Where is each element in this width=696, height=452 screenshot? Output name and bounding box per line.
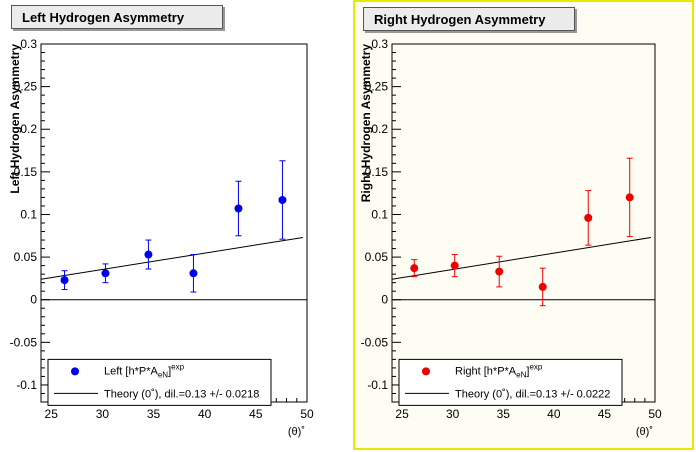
- y-tick-label: -0.1: [16, 378, 37, 392]
- right-chart: 25 30 35 40 45 50 -0.1 -0.05 0 0.05 0.1 0.15 0.2 0.25…: [359, 37, 662, 438]
- data-point: [410, 264, 419, 273]
- y-tick-label: 0.2: [371, 122, 388, 136]
- y-tick-label: -0.05: [10, 335, 38, 349]
- x-tick-label: 35: [147, 407, 161, 421]
- x-axis-label: (θ)˚: [636, 426, 653, 438]
- y-tick-label: 0.3: [371, 37, 388, 51]
- y-tick-label: 0.25: [365, 80, 389, 94]
- theory-line: [391, 236, 652, 280]
- legend-data-label: Right [h*P*AeN]exp: [455, 362, 543, 379]
- x-tick-label: 30: [96, 407, 110, 421]
- y-tick-label: 0.05: [14, 250, 38, 264]
- y-tick-label: 0.25: [14, 80, 38, 94]
- x-tick-label: 50: [300, 407, 314, 421]
- x-tick-label: 40: [547, 407, 561, 421]
- data-point: [584, 213, 593, 222]
- legend-data-label: Left [h*P*AeN]exp: [104, 362, 185, 379]
- left-chart: 25 30 35 40 45 50 -0.1 -0.05 0 0.05 0.1 0.15 0.2 0.25…: [8, 37, 314, 438]
- plot-frame: [40, 43, 308, 403]
- y-tick-label: 0.2: [20, 122, 37, 136]
- y-tick-label: 0.15: [14, 165, 38, 179]
- panel-title: Right Hydrogen Asymmetry: [363, 7, 575, 31]
- legend-marker: [422, 367, 430, 376]
- data-point: [278, 195, 287, 204]
- legend-box: [398, 358, 623, 406]
- legend-marker: [71, 367, 79, 376]
- data-point: [234, 204, 243, 213]
- y-tick-label: 0: [381, 293, 388, 307]
- x-tick-label: 30: [446, 407, 460, 421]
- y-tick-label: 0.05: [365, 250, 389, 264]
- x-tick-label: 35: [497, 407, 511, 421]
- x-tick-label: 40: [198, 407, 212, 421]
- legend-box: [47, 358, 272, 406]
- data-point: [495, 267, 504, 276]
- y-tick-label: -0.05: [361, 335, 389, 349]
- y-tick-label: 0.1: [371, 207, 388, 221]
- right-panel: Right Hydrogen Asymmetry 25 30 35 40 45 50 -0.…: [353, 0, 694, 450]
- theory-line: [40, 236, 303, 280]
- legend-theory-label: Theory (0˚), dil.=0.13 +/- 0.0218: [104, 388, 259, 400]
- x-tick-label: 50: [648, 407, 662, 421]
- y-axis-label: Left Hydrogen Asymmetry: [8, 44, 22, 194]
- plot-frame: [391, 43, 656, 403]
- left-panel: Left Hydrogen Asymmetry 25 30 35 40 45 50 -0.1…: [2, 0, 346, 450]
- data-point: [189, 269, 198, 278]
- data-point: [60, 276, 69, 285]
- panel-title: Left Hydrogen Asymmetry: [11, 5, 223, 29]
- x-tick-label: 25: [45, 407, 59, 421]
- data-point: [144, 250, 153, 259]
- data-point: [538, 282, 547, 291]
- x-axis-label: (θ)˚: [288, 426, 305, 438]
- data-point: [625, 193, 634, 202]
- y-tick-label: 0.1: [20, 207, 37, 221]
- data-point: [450, 261, 459, 270]
- x-tick-label: 45: [598, 407, 612, 421]
- y-axis-label: Right Hydrogen Asymmetry: [359, 44, 373, 203]
- data-point: [101, 269, 110, 278]
- y-tick-label: -0.1: [367, 378, 388, 392]
- y-tick-label: 0.3: [20, 37, 37, 51]
- y-tick-label: 0: [30, 293, 37, 307]
- y-tick-label: 0.15: [365, 165, 389, 179]
- legend-theory-label: Theory (0˚), dil.=0.13 +/- 0.0222: [455, 388, 610, 400]
- x-tick-label: 25: [395, 407, 409, 421]
- x-tick-label: 45: [249, 407, 263, 421]
